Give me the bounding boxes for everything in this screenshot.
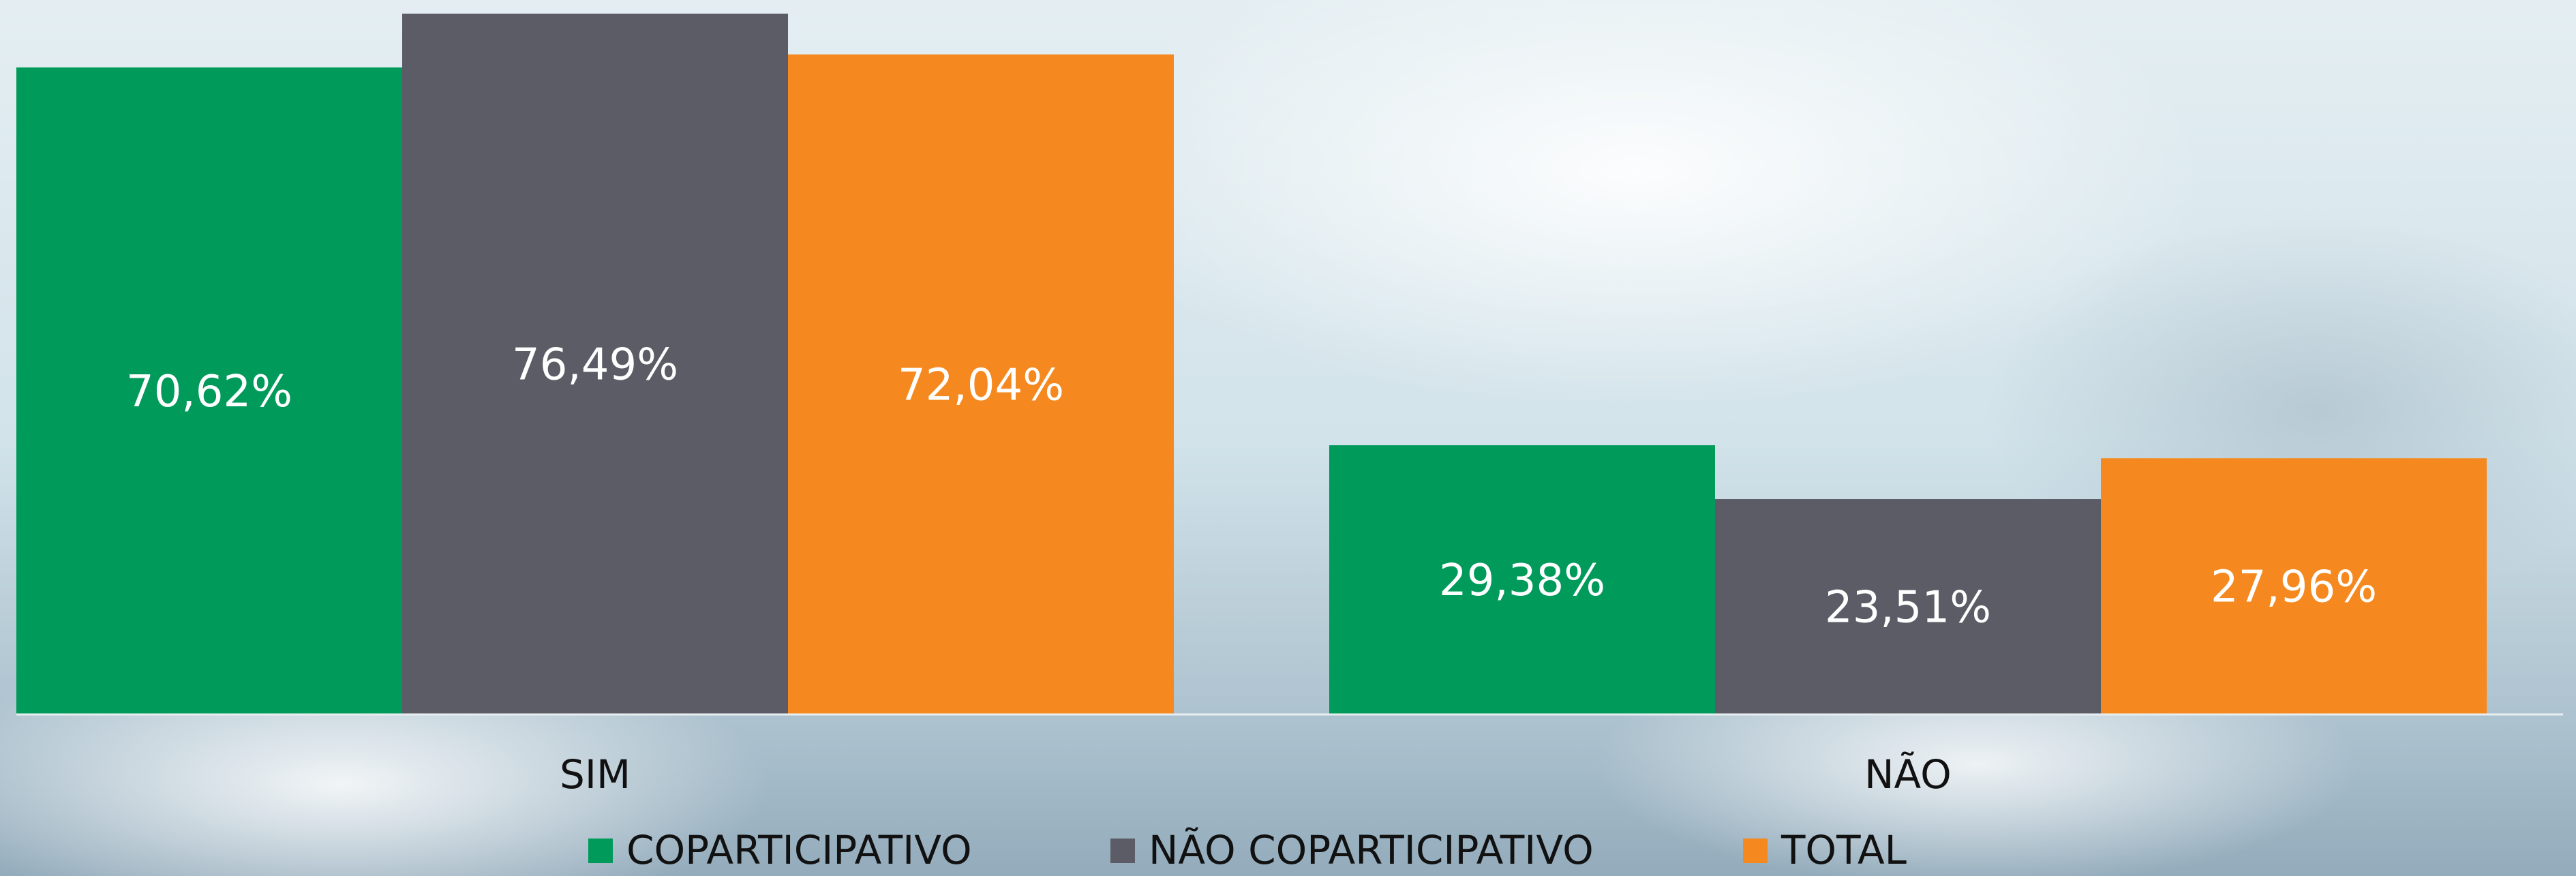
value-label: 27,96% bbox=[2211, 562, 2377, 613]
legend-swatch bbox=[1110, 839, 1135, 863]
value-label: 29,38% bbox=[1439, 556, 1605, 606]
value-label: 76,49% bbox=[512, 340, 678, 391]
legend-swatch bbox=[1743, 839, 1768, 863]
value-label: 72,04% bbox=[898, 360, 1064, 410]
legend-label: TOTAL bbox=[1781, 827, 1907, 873]
chart: 70,62% 76,49% 72,04% SIM 29,38% 23,51% 27,96% N… bbox=[0, 0, 2576, 876]
category-label: SIM bbox=[560, 751, 631, 798]
legend-label: COPARTICIPATIVO bbox=[626, 827, 972, 873]
value-label: 70,62% bbox=[126, 367, 292, 417]
page: 70,62% 76,49% 72,04% SIM 29,38% 23,51% 27,96% N… bbox=[0, 0, 2576, 876]
category-label: NÃO bbox=[1864, 751, 1952, 798]
value-label: 23,51% bbox=[1825, 583, 1991, 633]
legend-swatch bbox=[588, 839, 613, 863]
legend-label: NÃO COPARTICIPATIVO bbox=[1149, 826, 1594, 873]
